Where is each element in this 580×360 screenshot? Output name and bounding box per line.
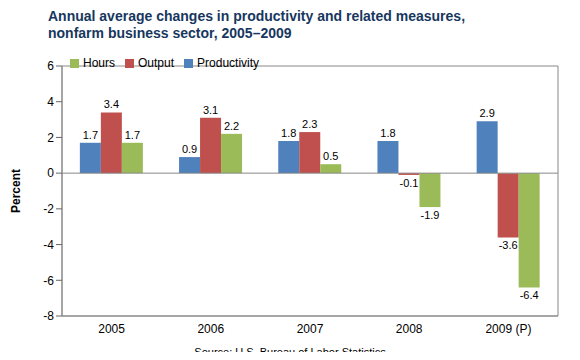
svg-text:0.5: 0.5 (323, 150, 338, 162)
svg-text:2007: 2007 (297, 322, 324, 336)
svg-text:-4: -4 (43, 238, 54, 252)
svg-text:2: 2 (47, 131, 54, 145)
html-text:Annual average changes in prod: Annual average changes in productivity a… (48, 8, 465, 41)
html-text:Output: Output (138, 56, 174, 70)
html-text:Hours: Hours (83, 56, 115, 70)
svg-text:Percent: Percent (9, 169, 23, 213)
svg-text:2.9: 2.9 (480, 107, 495, 119)
svg-text:3.1: 3.1 (203, 104, 218, 116)
svg-text:2005: 2005 (98, 322, 125, 336)
svg-text:-2: -2 (43, 202, 54, 216)
svg-text:-1.9: -1.9 (420, 209, 439, 221)
svg-text:-6.4: -6.4 (520, 289, 539, 301)
svg-text:0.9: 0.9 (182, 143, 197, 155)
svg-text:3.4: 3.4 (104, 98, 119, 110)
svg-text:2008: 2008 (396, 322, 423, 336)
svg-text:6: 6 (47, 59, 54, 73)
svg-text:2.2: 2.2 (224, 120, 239, 132)
svg-text:2006: 2006 (197, 322, 224, 336)
svg-text:0: 0 (47, 166, 54, 180)
svg-text:-8: -8 (43, 309, 54, 323)
html-text:Productivity: Productivity (197, 56, 260, 70)
svg-text:-6: -6 (43, 274, 54, 288)
svg-text:-3.6: -3.6 (499, 239, 518, 251)
html-text:Source: U.S. Bureau of Labor S: Source: U.S. Bureau of Labor Statistics (194, 346, 386, 358)
svg-text:1.8: 1.8 (281, 127, 296, 139)
svg-text:1.7: 1.7 (125, 129, 140, 141)
svg-text:2009 (P): 2009 (P) (485, 322, 531, 336)
svg-text:2.3: 2.3 (302, 118, 317, 130)
svg-text:-0.1: -0.1 (399, 177, 418, 189)
svg-text:1.7: 1.7 (83, 129, 98, 141)
svg-text:4: 4 (47, 95, 54, 109)
svg-text:1.8: 1.8 (380, 127, 395, 139)
